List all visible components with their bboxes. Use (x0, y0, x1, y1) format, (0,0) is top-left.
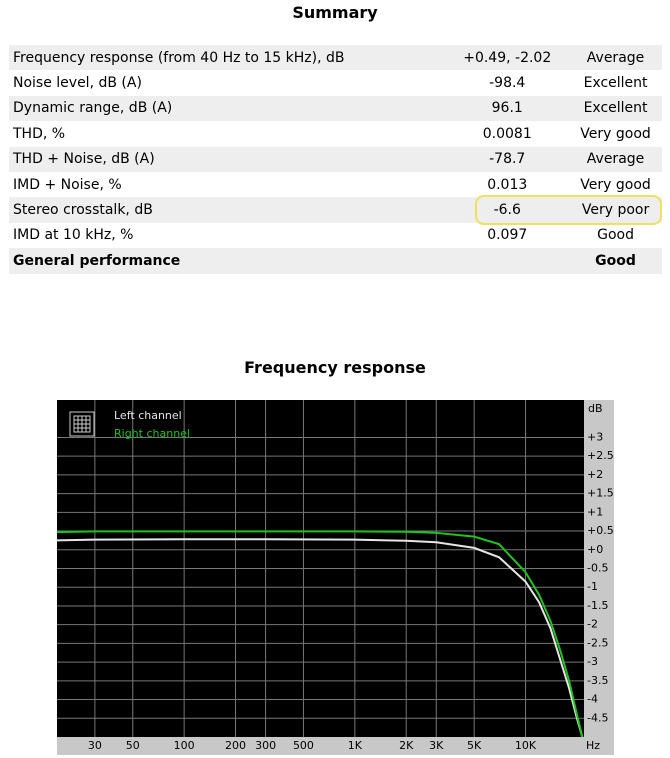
y-tick-label: -1 (587, 580, 598, 593)
series-line (56, 530, 584, 738)
y-tick-label: -2 (587, 618, 598, 631)
metric: Stereo crosstalk, dB (13, 202, 153, 219)
rating: Excellent (583, 75, 648, 92)
y-tick-label: -3.5 (587, 674, 608, 687)
y-tick-label: +2 (587, 468, 603, 481)
summary-row: IMD at 10 kHz, % 0.097 Good (9, 223, 662, 248)
value (445, 248, 565, 273)
y-tick-label: +1 (587, 505, 603, 518)
highlight (475, 195, 662, 225)
summary-table: Frequency response (from 40 Hz to 15 kHz… (9, 45, 662, 274)
chart-title: Frequency response (244, 358, 426, 377)
value: -6.6 (493, 202, 521, 219)
y-tick-label: +0 (587, 543, 603, 556)
y-tick-label: +1.5 (587, 487, 614, 500)
value: 0.097 (487, 227, 528, 244)
value: +0.49, -2.02 (463, 49, 552, 66)
y-tick-label: +2.5 (587, 449, 614, 462)
rating: Excellent (583, 100, 648, 117)
summary-row: Stereo crosstalk, dB -6.6 Very poor (9, 197, 662, 223)
x-tick-label: 300 (255, 739, 276, 752)
legend-label: Left channel (114, 409, 182, 422)
legend-label: Right channel (114, 427, 190, 440)
rating: Average (586, 151, 645, 168)
x-tick-label: 1K (348, 739, 363, 752)
rating: Very good (580, 125, 651, 142)
y-tick-label: +3 (587, 430, 603, 443)
summary-row: IMD + Noise, % 0.013 Very good (9, 172, 662, 197)
legend-icon-grid (73, 415, 91, 433)
y-tick-label: -1.5 (587, 599, 608, 612)
x-tick-label: 500 (293, 739, 314, 752)
x-tick-label: 2K (399, 739, 414, 752)
y-axis-label: dB (588, 402, 603, 415)
y-tick-label: -2.5 (587, 636, 608, 649)
summary-row: Noise level, dB (A) -98.4 Excellent (9, 70, 662, 95)
metric: Noise level, dB (A) (13, 75, 142, 92)
x-tick-label: 200 (225, 739, 246, 752)
x-tick-label: 30 (88, 739, 102, 752)
metric: General performance (13, 252, 181, 269)
metric: THD + Noise, dB (A) (13, 151, 155, 168)
y-tick-label: -3 (587, 655, 598, 668)
rating: Average (586, 49, 645, 66)
x-tick-label: 100 (174, 739, 195, 752)
value: 96.1 (491, 100, 523, 117)
value: 0.013 (487, 176, 528, 193)
rating: Very good (580, 176, 651, 193)
summary-row: Frequency response (from 40 Hz to 15 kHz… (9, 45, 662, 71)
metric: Frequency response (from 40 Hz to 15 kHz… (13, 49, 345, 66)
metric: Dynamic range, dB (A) (13, 100, 173, 117)
value: -78.7 (489, 151, 526, 168)
x-tick-label: 3K (429, 739, 444, 752)
rating: Good (595, 252, 636, 269)
x-tick-label: 5K (467, 739, 482, 752)
x-axis-label: Hz (586, 739, 600, 752)
rating: Very poor (581, 202, 650, 219)
summary-row: THD + Noise, dB (A) -78.7 Average (9, 146, 662, 172)
summary-title: Summary (292, 3, 378, 22)
summary-row: Dynamic range, dB (A) 96.1 Excellent (9, 95, 662, 122)
y-tick-label: -0.5 (587, 562, 608, 575)
y-tick-label: -4.5 (587, 711, 608, 724)
metric: IMD at 10 kHz, % (13, 227, 134, 244)
summary-row: General performance Good (9, 248, 662, 274)
metric: THD, % (13, 125, 66, 142)
rating: Good (597, 227, 634, 244)
y-tick-label: +0.5 (587, 524, 614, 537)
value: -98.4 (489, 75, 526, 92)
chart: +3 +2.5 +2 +1.5 +1 +0.5 +0 -0.5 -1 -1.5 -2 -2.5 -3 -3… (56, 400, 614, 755)
y-tick-label: -4 (587, 693, 598, 706)
series-line (56, 538, 584, 738)
x-tick-label: 50 (126, 739, 140, 752)
summary-row: THD, % 0.0081 Very good (9, 121, 662, 146)
value: 0.0081 (482, 125, 532, 142)
metric: IMD + Noise, % (13, 176, 122, 193)
x-tick-label: 10K (515, 739, 537, 752)
